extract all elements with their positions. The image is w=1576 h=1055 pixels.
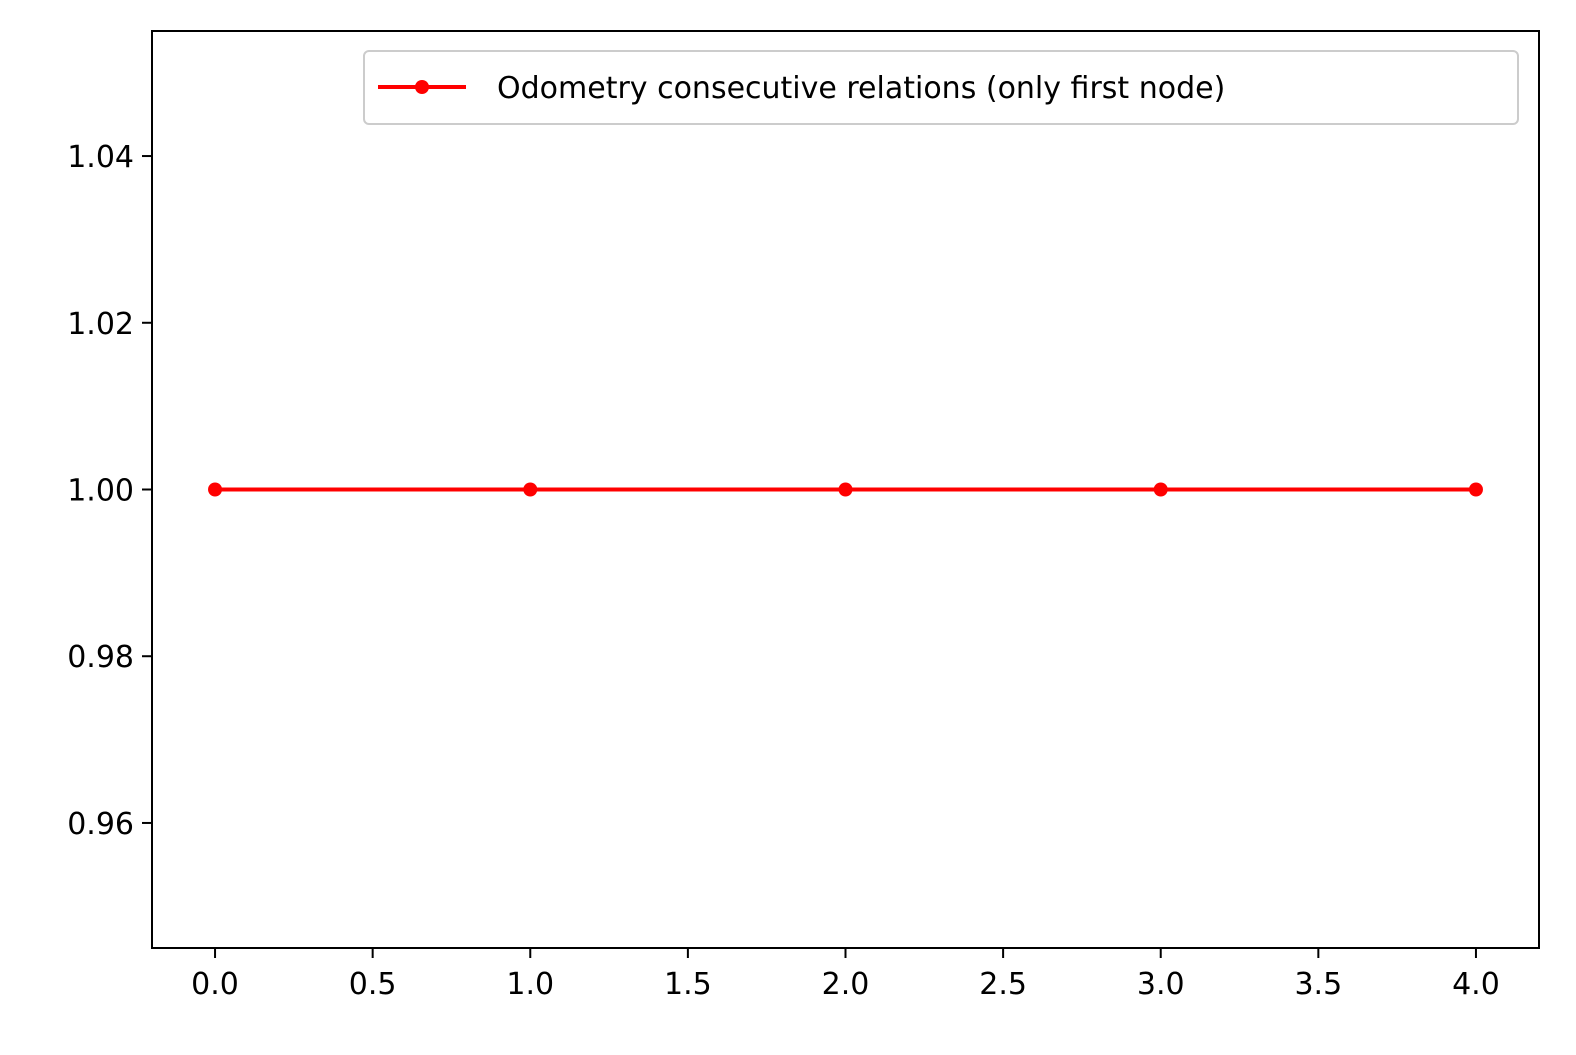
data-point <box>208 482 223 497</box>
x-tick-label: 0.0 <box>191 967 239 1002</box>
x-tick-label: 3.0 <box>1137 967 1185 1002</box>
data-point <box>1468 482 1483 497</box>
x-tick-label: 0.5 <box>349 967 397 1002</box>
x-axis: 0.0 0.5 1.0 1.5 2.0 2.5 3.0 3.5 4.0 <box>191 948 1500 1002</box>
legend-box <box>363 50 1519 125</box>
x-tick-label: 4.0 <box>1452 967 1500 1002</box>
x-tick-label: 2.5 <box>979 967 1027 1002</box>
legend-marker-swatch <box>415 80 429 94</box>
y-tick-label: 1.00 <box>67 474 134 509</box>
y-tick-label: 1.02 <box>67 307 134 342</box>
legend-label: Odometry consecutive relations (only fir… <box>497 71 1225 106</box>
data-point <box>523 482 538 497</box>
y-tick-label: 0.98 <box>67 640 134 675</box>
y-axis: 0.96 0.98 1.00 1.02 1.04 <box>67 140 152 842</box>
legend: Odometry consecutive relations (only fir… <box>363 50 1519 125</box>
data-point <box>1153 482 1168 497</box>
x-tick-label: 1.0 <box>506 967 554 1002</box>
data-point <box>838 482 853 497</box>
x-tick-label: 1.5 <box>664 967 712 1002</box>
x-tick-label: 3.5 <box>1294 967 1342 1002</box>
y-tick-label: 1.04 <box>67 140 134 175</box>
series-layer <box>208 482 1483 497</box>
y-tick-label: 0.96 <box>67 807 134 842</box>
x-tick-label: 2.0 <box>822 967 870 1002</box>
